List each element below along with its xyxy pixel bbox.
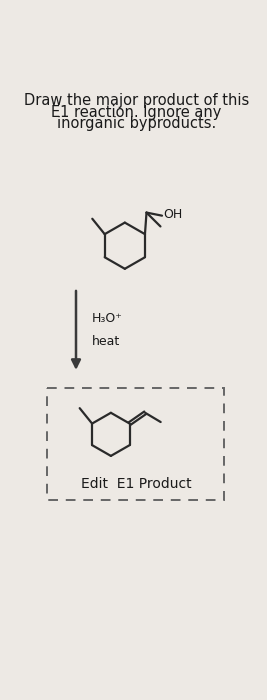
Text: E1 reaction. Ignore any: E1 reaction. Ignore any — [51, 105, 222, 120]
Text: OH: OH — [164, 208, 183, 220]
Text: Edit  E1 Product: Edit E1 Product — [81, 477, 192, 491]
Text: H₃O⁺: H₃O⁺ — [92, 312, 122, 326]
Text: inorganic byproducts.: inorganic byproducts. — [57, 116, 216, 132]
Text: heat: heat — [92, 335, 120, 349]
Text: Draw the major product of this: Draw the major product of this — [24, 93, 249, 108]
